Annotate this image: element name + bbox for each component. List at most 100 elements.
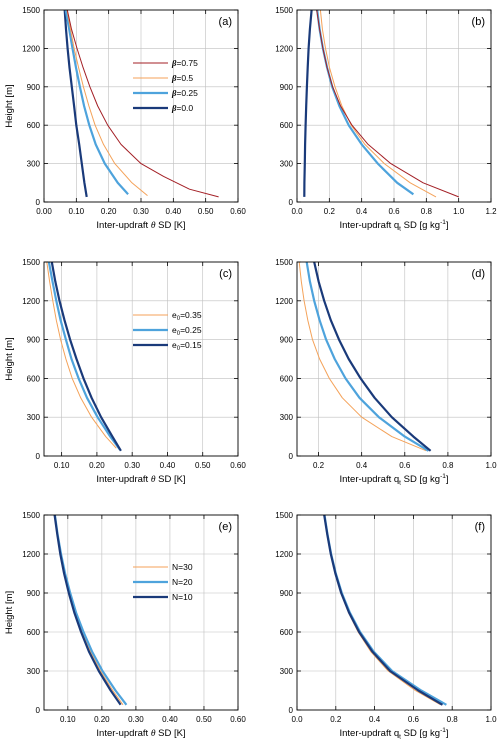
x-tick-label: 0.2 [324, 207, 336, 216]
label-part: =0.25 [176, 88, 198, 98]
legend-label: β=0.5 [171, 73, 193, 83]
x-tick-label: 0.50 [196, 715, 212, 724]
y-tick-label: 900 [27, 589, 41, 598]
label-part: N=20 [172, 577, 193, 587]
y-tick-label: 600 [27, 374, 41, 383]
label-part: θ [151, 221, 156, 231]
y-tick-label: 1200 [22, 550, 40, 559]
y-tick-label: 1500 [22, 6, 40, 15]
y-tick-label: 0 [36, 706, 41, 715]
x-tick-label: 0.0 [291, 207, 303, 216]
panel-b: 0.0 0.2 0.4 0.6 0.8 1.0 1.2 0 300 600 900 1200 1500 (… [275, 6, 497, 233]
label-part: SD [K] [155, 474, 185, 485]
x-tick-label: 0.40 [162, 715, 178, 724]
label-part: -1 [440, 727, 446, 734]
panel-letter: (b) [472, 16, 485, 28]
y-tick-label: 1200 [275, 297, 293, 306]
panel-c: 0.10 0.20 0.30 0.40 0.50 0.60 0 300 600 900 1200 15… [4, 258, 246, 485]
x-tick-label: 0.8 [442, 461, 454, 470]
x-tick-label: 0.4 [356, 461, 368, 470]
label-part: =0.35 [180, 310, 202, 320]
panel-f: 0.0 0.2 0.4 0.6 0.8 1.0 0 300 600 900 1200 1500 (f) I… [275, 511, 497, 741]
y-tick-label: 1200 [22, 44, 40, 53]
x-tick-label: 0.0 [291, 715, 303, 724]
label-part: =0.15 [180, 340, 202, 350]
label-part: e [172, 310, 177, 320]
y-tick-label: 900 [280, 336, 294, 345]
y-tick-label: 0 [289, 198, 294, 207]
label-part: Inter-updraft [96, 474, 150, 485]
series-line-darkblue [313, 261, 432, 452]
y-axis-label: Height [m] [4, 591, 15, 634]
label-part: e [172, 340, 177, 350]
series-line-orange [298, 261, 427, 452]
label-part: SD [K] [155, 728, 185, 739]
y-tick-label: 600 [27, 121, 41, 130]
x-tick-label: 0.50 [195, 461, 211, 470]
x-tick-label: 0.20 [94, 715, 110, 724]
series-line-lightblue [305, 261, 430, 452]
series-line-orange [66, 9, 148, 196]
x-axis-label: Inter-updraft qt SD [g kg-1] [340, 219, 449, 233]
label-part: =0.25 [180, 325, 202, 335]
x-axis-label: Inter-updraft θ SD [K] [96, 220, 185, 231]
x-tick-label: 1.0 [485, 715, 497, 724]
label-part: e [172, 325, 177, 335]
series-line-darkblue [50, 261, 122, 452]
x-tick-label: 0.10 [60, 715, 76, 724]
x-tick-label: 0.8 [421, 207, 433, 216]
label-part: Inter-updraft [96, 220, 150, 231]
x-tick-label: 0.30 [128, 715, 144, 724]
legend-label: β=0.75 [171, 58, 198, 68]
label-part: θ [151, 475, 156, 485]
y-tick-label: 300 [27, 667, 41, 676]
label-part: -1 [440, 473, 446, 480]
label-part: SD [g kg [401, 220, 440, 231]
label-part: SD [g kg [401, 474, 440, 485]
label-part: -1 [440, 219, 446, 226]
x-tick-label: 0.8 [447, 715, 459, 724]
x-tick-label: 0.10 [54, 461, 70, 470]
x-tick-label: 0.40 [160, 461, 176, 470]
panel-letter: (d) [472, 268, 485, 280]
y-tick-label: 1500 [275, 511, 293, 520]
label-part: =0.5 [176, 73, 193, 83]
label-part: Inter-updraft q [340, 474, 400, 485]
x-tick-label: 0.4 [356, 207, 368, 216]
series-line-orange [323, 514, 441, 706]
x-tick-label: 0.2 [330, 715, 342, 724]
label-part: t [399, 480, 401, 487]
y-tick-label: 600 [280, 628, 294, 637]
x-tick-label: 0.4 [369, 715, 381, 724]
y-tick-label: 0 [289, 452, 294, 461]
series-line-orange [54, 514, 124, 706]
plot-frame [296, 514, 492, 711]
panel-d: 0.2 0.4 0.6 0.8 1.0 0 300 600 900 1200 1500 (d) Inte… [275, 258, 497, 487]
series-line-darkblue [53, 514, 122, 706]
x-tick-label: 0.6 [408, 715, 420, 724]
y-axis-label: Height [m] [4, 337, 15, 380]
x-tick-label: 0.60 [230, 715, 246, 724]
y-tick-label: 300 [280, 667, 294, 676]
x-tick-label: 0.6 [399, 461, 411, 470]
legend-label: N=20 [172, 577, 193, 587]
plot-frame [43, 514, 239, 711]
series-line-lightblue [323, 514, 447, 706]
panel-e: 0.10 0.20 0.30 0.40 0.50 0.60 0 300 600 900 1200 15… [4, 511, 246, 739]
y-tick-label: 900 [280, 83, 294, 92]
label-part: =0.75 [176, 58, 198, 68]
x-tick-label: 0.50 [198, 207, 214, 216]
x-tick-label: 0.6 [388, 207, 400, 216]
y-tick-label: 600 [280, 374, 294, 383]
series-line-darkblue [63, 9, 88, 198]
x-tick-label: 1.2 [485, 207, 497, 216]
y-tick-label: 300 [280, 413, 294, 422]
panel-letter: (c) [219, 268, 232, 280]
panel-a: 0.00 0.10 0.20 0.30 0.40 0.50 0.60 0 300 600 900 12… [4, 6, 246, 231]
y-tick-label: 1500 [275, 6, 293, 15]
series-line-darkblue [323, 514, 444, 706]
label-part: SD [g kg [401, 728, 440, 739]
label-part: N=10 [172, 592, 193, 602]
